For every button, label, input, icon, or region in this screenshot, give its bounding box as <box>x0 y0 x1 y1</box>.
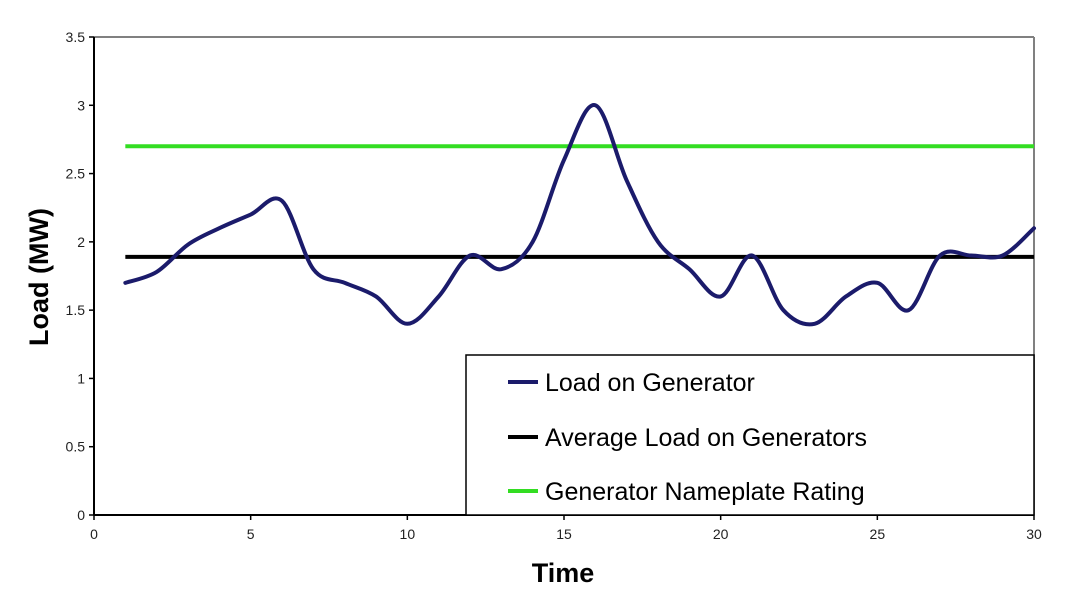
legend-item-load: Load on Generator <box>508 369 755 397</box>
x-axis-title: Time <box>532 558 595 588</box>
series-load-on-generator <box>123 103 1036 327</box>
x-tick-label: 30 <box>1026 526 1042 542</box>
x-axis-ticks: 0 5 10 15 20 25 30 <box>90 515 1042 542</box>
y-tick-label: 1 <box>77 370 85 386</box>
y-tick-label: 0.5 <box>66 439 86 455</box>
series-layer <box>123 103 1036 327</box>
y-tick-label: 3.5 <box>66 29 86 45</box>
legend-label-nameplate: Generator Nameplate Rating <box>545 478 865 506</box>
y-tick-label: 2 <box>77 234 85 250</box>
x-tick-label: 0 <box>90 526 98 542</box>
legend-label-average: Average Load on Generators <box>545 424 867 452</box>
legend-box <box>465 354 1035 516</box>
x-tick-label: 25 <box>870 526 886 542</box>
y-tick-label: 1.5 <box>66 302 86 318</box>
x-tick-label: 15 <box>556 526 572 542</box>
y-axis-ticks: 0 0.5 1 1.5 2 2.5 3 3.5 <box>66 29 94 523</box>
y-axis-title: Load (MW) <box>24 208 54 346</box>
x-tick-label: 10 <box>400 526 416 542</box>
legend-item-average: Average Load on Generators <box>508 424 867 452</box>
x-tick-label: 20 <box>713 526 729 542</box>
y-tick-label: 3 <box>77 97 85 113</box>
legend: Load on Generator Average Load on Genera… <box>465 354 1035 516</box>
x-tick-label: 5 <box>247 526 255 542</box>
legend-item-nameplate: Generator Nameplate Rating <box>508 478 865 506</box>
y-tick-label: 2.5 <box>66 166 86 182</box>
legend-label-load: Load on Generator <box>545 369 755 397</box>
y-tick-label: 0 <box>77 507 85 523</box>
